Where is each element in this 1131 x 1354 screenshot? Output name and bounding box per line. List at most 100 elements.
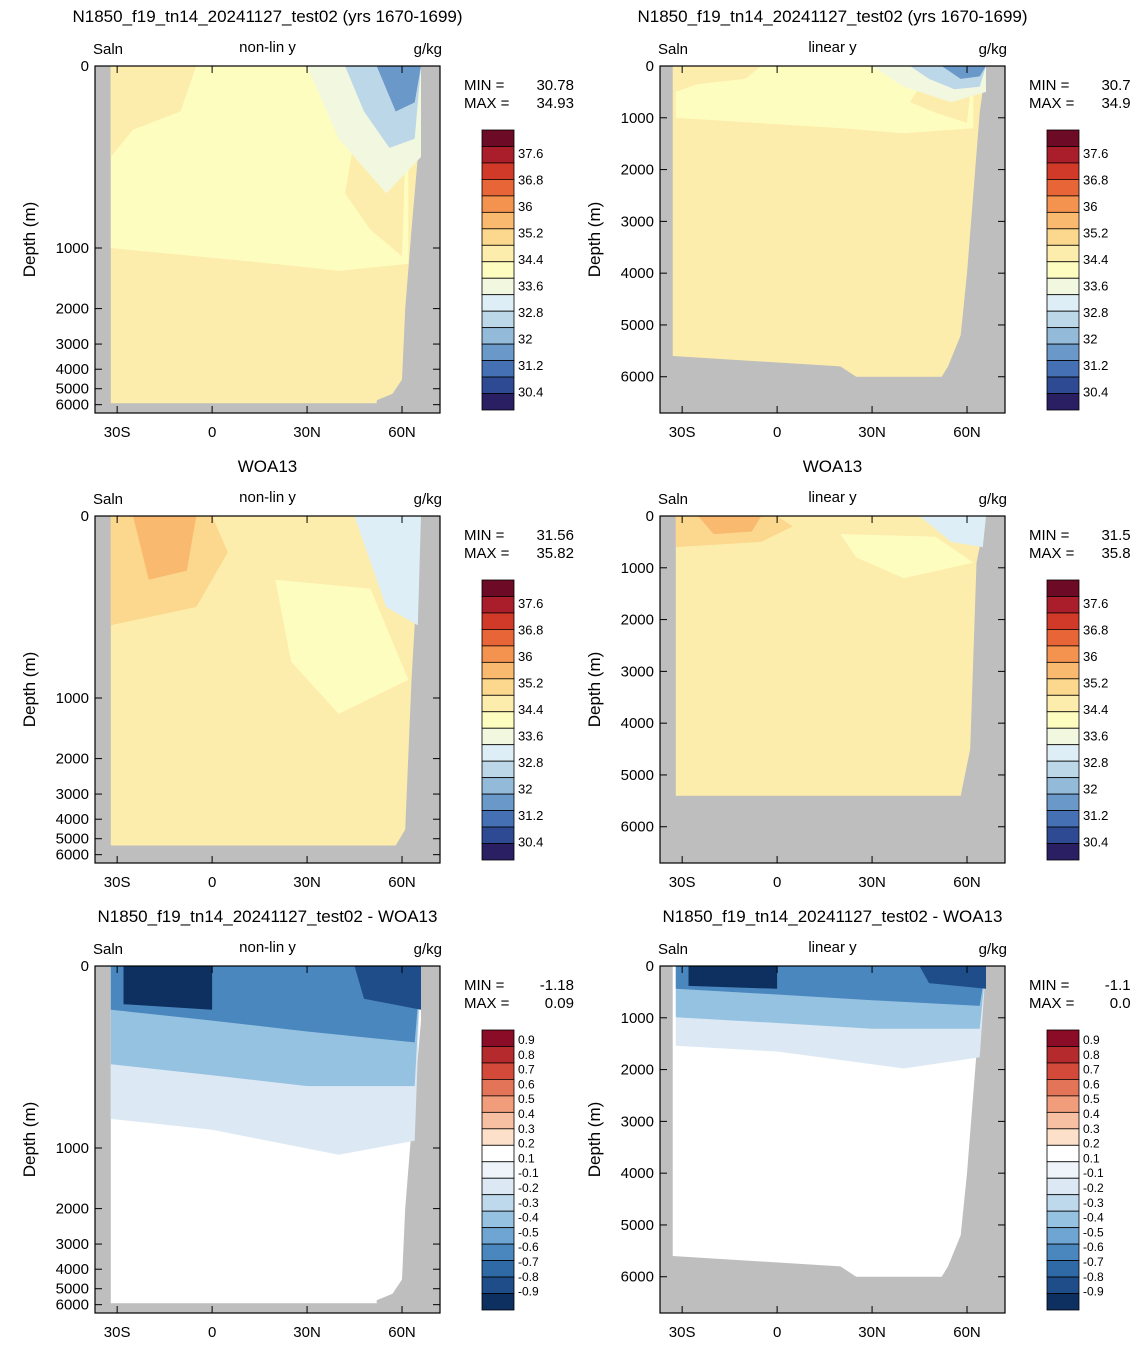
y-tick-label: 5000 <box>621 767 654 784</box>
x-tick-label: 0 <box>208 424 216 441</box>
plot-area <box>660 516 1005 863</box>
colorbar-label: -0.1 <box>1083 1166 1104 1180</box>
colorbar-label: 30.4 <box>1083 385 1108 400</box>
y-axis-label: Depth (m) <box>20 1102 39 1178</box>
colorbar-swatch <box>481 1095 515 1113</box>
salinity-band-33 <box>354 516 421 626</box>
colorbar-swatch <box>481 129 515 147</box>
colorbar-label: -0.7 <box>1083 1255 1104 1269</box>
colorbar-label: 36.8 <box>518 173 543 188</box>
y-scale-label: linear y <box>808 489 857 506</box>
y-tick-label: 6000 <box>621 819 654 836</box>
colorbar-label: 0.8 <box>518 1048 535 1062</box>
max-label: MAX = <box>464 545 510 562</box>
colorbar-label: 35.2 <box>1083 676 1108 691</box>
colorbar-swatch <box>1046 1210 1080 1229</box>
salinity-band-31 <box>376 66 421 112</box>
y-tick-label: 0 <box>81 508 89 525</box>
colorbar-swatch <box>1046 146 1080 164</box>
x-tick-label: 0 <box>773 424 781 441</box>
units-label: g/kg <box>414 491 442 508</box>
colorbar-swatch <box>1046 162 1080 180</box>
colorbar-swatch <box>481 1227 515 1245</box>
y-tick-label: 2000 <box>56 751 89 768</box>
max-value: 0.09 <box>545 995 574 1012</box>
y-tick-label: 3000 <box>56 336 89 353</box>
colorbar-swatch <box>481 1029 515 1047</box>
panel-title: N1850_f19_tn14_20241127_test02 - WOA13 <box>98 907 438 926</box>
min-label: MIN = <box>464 977 505 994</box>
x-tick-label: 0 <box>208 1324 216 1341</box>
colorbar-swatch <box>481 744 515 762</box>
y-tick-label: 4000 <box>56 811 89 828</box>
panel-title: N1850_f19_tn14_20241127_test02 (yrs 1670… <box>637 7 1027 26</box>
colorbar-swatch <box>481 162 515 180</box>
colorbar-swatch <box>1046 129 1080 147</box>
colorbar-label: 30.4 <box>518 835 543 850</box>
panel-title: N1850_f19_tn14_20241127_test02 (yrs 1670… <box>72 7 462 26</box>
y-tick-label: 1000 <box>621 1010 654 1027</box>
y-tick-label: 2000 <box>56 301 89 318</box>
plot-frame <box>94 515 441 864</box>
colorbar-swatch <box>481 195 515 213</box>
max-label: MAX = <box>1029 545 1075 562</box>
colorbar-swatch <box>1046 1161 1080 1179</box>
y-axis-label: Depth (m) <box>585 202 604 278</box>
colorbar-swatch <box>1046 1128 1080 1146</box>
max-value: 35.82 <box>1101 545 1131 562</box>
colorbar-swatch <box>1046 1062 1080 1080</box>
y-scale-label: non-lin y <box>239 489 296 506</box>
colorbar-swatch <box>1046 1095 1080 1113</box>
colorbar-swatch <box>481 360 515 378</box>
colorbar-swatch <box>1046 711 1080 729</box>
colorbar-label: 31.2 <box>518 358 543 373</box>
colorbar-swatch <box>1046 678 1080 696</box>
colorbar-label: 30.4 <box>1083 835 1108 850</box>
colorbar-label: 34.4 <box>518 702 543 717</box>
y-tick-label: 0 <box>81 58 89 75</box>
y-scale-label: non-lin y <box>239 939 296 956</box>
colorbar-label: 35.2 <box>1083 226 1108 241</box>
max-value: 34.93 <box>536 95 574 112</box>
chart-panel-3: WOA13 Saln non-lin y g/kg 30S 0 30N 60N 0 1000 200… <box>20 457 574 891</box>
x-tick-label: 30N <box>858 1324 886 1341</box>
salinity-band-34 <box>840 534 974 579</box>
colorbar-label: 37.6 <box>1083 596 1108 611</box>
colorbar-label: -0.3 <box>1083 1196 1104 1210</box>
colorbar-swatch <box>481 1260 515 1278</box>
y-tick-label: 5000 <box>56 1281 89 1298</box>
colorbar-label: 36 <box>1083 649 1097 664</box>
chart-panel-4: WOA13 Saln linear y g/kg 30S 0 30N 60N 0 1000 2000… <box>585 457 1131 891</box>
colorbar-label: 36 <box>518 199 532 214</box>
colorbar-swatch <box>1046 244 1080 263</box>
y-tick-label: 3000 <box>56 786 89 803</box>
colorbar-label: 0.2 <box>1083 1137 1100 1151</box>
diff-band-08 <box>354 966 421 1010</box>
plot-area <box>660 966 1005 1313</box>
colorbar-label: -0.5 <box>1083 1225 1104 1239</box>
y-axis-label: Depth (m) <box>585 1102 604 1178</box>
min-value: 30.78 <box>1101 77 1131 94</box>
x-tick-label: 30S <box>669 1324 696 1341</box>
colorbar-swatch <box>481 294 515 312</box>
colorbar-label: 36 <box>518 649 532 664</box>
y-tick-label: 6000 <box>621 369 654 386</box>
colorbar-swatch <box>1046 376 1080 394</box>
colorbar-label: 0.5 <box>518 1092 535 1106</box>
colorbar-label: 34.4 <box>1083 252 1108 267</box>
x-tick-label: 60N <box>388 874 416 891</box>
colorbar-swatch <box>481 1144 515 1163</box>
colorbar-swatch <box>1046 360 1080 378</box>
colorbar-label: 0.1 <box>1083 1151 1100 1165</box>
salinity-band-35 <box>110 66 197 157</box>
min-label: MIN = <box>464 527 505 544</box>
colorbar-swatch <box>481 711 515 729</box>
x-tick-label: 0 <box>773 1324 781 1341</box>
colorbar-swatch <box>481 1046 515 1064</box>
colorbar-swatch <box>1046 310 1080 329</box>
variable-label: Saln <box>93 491 123 508</box>
x-tick-label: 30N <box>858 874 886 891</box>
colorbar-swatch <box>1046 393 1080 411</box>
chart-panel-1: N1850_f19_tn14_20241127_test02 (yrs 1670… <box>20 7 574 441</box>
colorbar-label: 34.4 <box>518 252 543 267</box>
